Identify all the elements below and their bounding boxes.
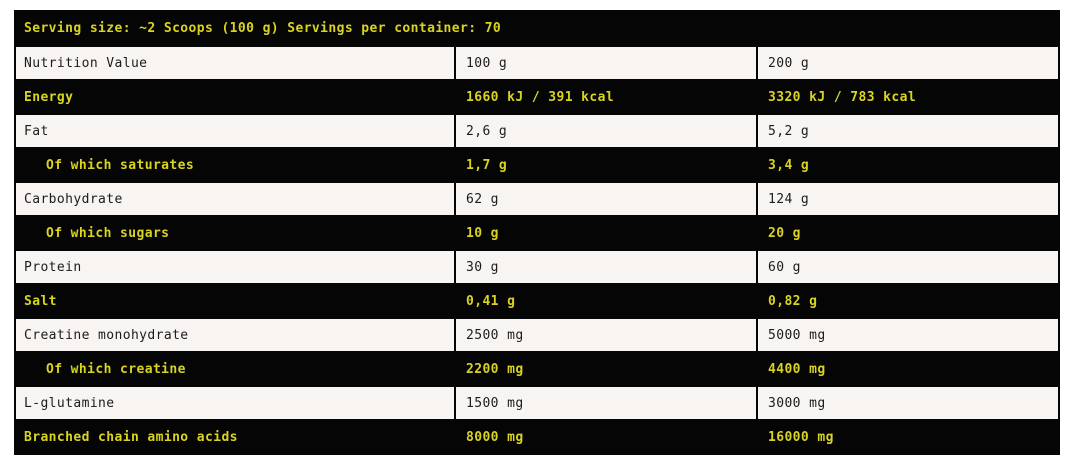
- value-per-200g: 20 g: [768, 225, 801, 241]
- nutrient-label: Fat: [16, 115, 456, 147]
- nutrient-label: L-glutamine: [16, 387, 456, 419]
- value-per-100g: 2200 mg: [456, 353, 758, 385]
- value-per-100g: 2,6 g: [456, 115, 758, 147]
- value-per-100g: 1500 mg: [456, 387, 758, 419]
- nutrient-label: Salt: [16, 285, 456, 317]
- value-per-200g: 5,2 g: [768, 123, 810, 139]
- nutrient-label: Carbohydrate: [16, 183, 456, 215]
- value-per-200g: 3,4 g: [768, 157, 810, 173]
- value-per-100g: 2500 mg: [456, 319, 758, 351]
- value-per-100g: 1660 kJ / 391 kcal: [456, 81, 758, 113]
- value-per-200g: 16000 mg: [768, 429, 834, 445]
- table-row: Carbohydrate 62 g 124 g: [16, 183, 1058, 217]
- table-row: Salt 0,41 g 0,82 g: [16, 285, 1058, 319]
- nutrition-facts-table: Serving size: ~2 Scoops (100 g) Servings…: [14, 10, 1060, 455]
- table-row: Of which sugars 10 g 20 g: [16, 217, 1058, 251]
- nutrient-label: Branched chain amino acids: [16, 421, 456, 453]
- nutrient-label: Protein: [16, 251, 456, 283]
- value-per-100g: 30 g: [456, 251, 758, 283]
- nutrient-label: Of which sugars: [16, 217, 456, 249]
- table-row: Protein 30 g 60 g: [16, 251, 1058, 285]
- nutrient-label: Creatine monohydrate: [16, 319, 456, 351]
- value-per-200g: 5000 mg: [768, 327, 826, 343]
- value-per-200g: 3000 mg: [768, 395, 826, 411]
- table-row: Fat 2,6 g 5,2 g: [16, 115, 1058, 149]
- value-per-200g: 4400 mg: [768, 361, 826, 377]
- table-row: Nutrition Value 100 g 200 g: [16, 47, 1058, 81]
- nutrient-label: Energy: [16, 81, 456, 113]
- value-per-100g: 0,41 g: [456, 285, 758, 317]
- value-per-200g: 124 g: [768, 191, 810, 207]
- value-per-100g: 1,7 g: [456, 149, 758, 181]
- table-body: Nutrition Value 100 g 200 g Energy 1660 …: [16, 47, 1058, 453]
- serving-info-text: Serving size: ~2 Scoops (100 g) Servings…: [24, 21, 502, 36]
- table-row: Of which saturates 1,7 g 3,4 g: [16, 149, 1058, 183]
- value-per-100g: 100 g: [456, 47, 758, 79]
- table-row: L-glutamine 1500 mg 3000 mg: [16, 387, 1058, 421]
- value-per-200g: 60 g: [768, 259, 801, 275]
- value-per-200g: 0,82 g: [768, 293, 818, 309]
- nutrient-label: Of which creatine: [16, 353, 456, 385]
- value-per-100g: 62 g: [456, 183, 758, 215]
- value-per-100g: 10 g: [456, 217, 758, 249]
- nutrient-label: Nutrition Value: [16, 47, 456, 79]
- table-row: Of which creatine 2200 mg 4400 mg: [16, 353, 1058, 387]
- nutrient-label: Of which saturates: [16, 149, 456, 181]
- table-row: Branched chain amino acids 8000 mg 16000…: [16, 421, 1058, 453]
- serving-info-row: Serving size: ~2 Scoops (100 g) Servings…: [16, 12, 1058, 47]
- table-row: Energy 1660 kJ / 391 kcal 3320 kJ / 783 …: [16, 81, 1058, 115]
- value-per-200g: 200 g: [768, 55, 810, 71]
- table-row: Creatine monohydrate 2500 mg 5000 mg: [16, 319, 1058, 353]
- value-per-100g: 8000 mg: [456, 421, 758, 453]
- value-per-200g: 3320 kJ / 783 kcal: [768, 89, 917, 105]
